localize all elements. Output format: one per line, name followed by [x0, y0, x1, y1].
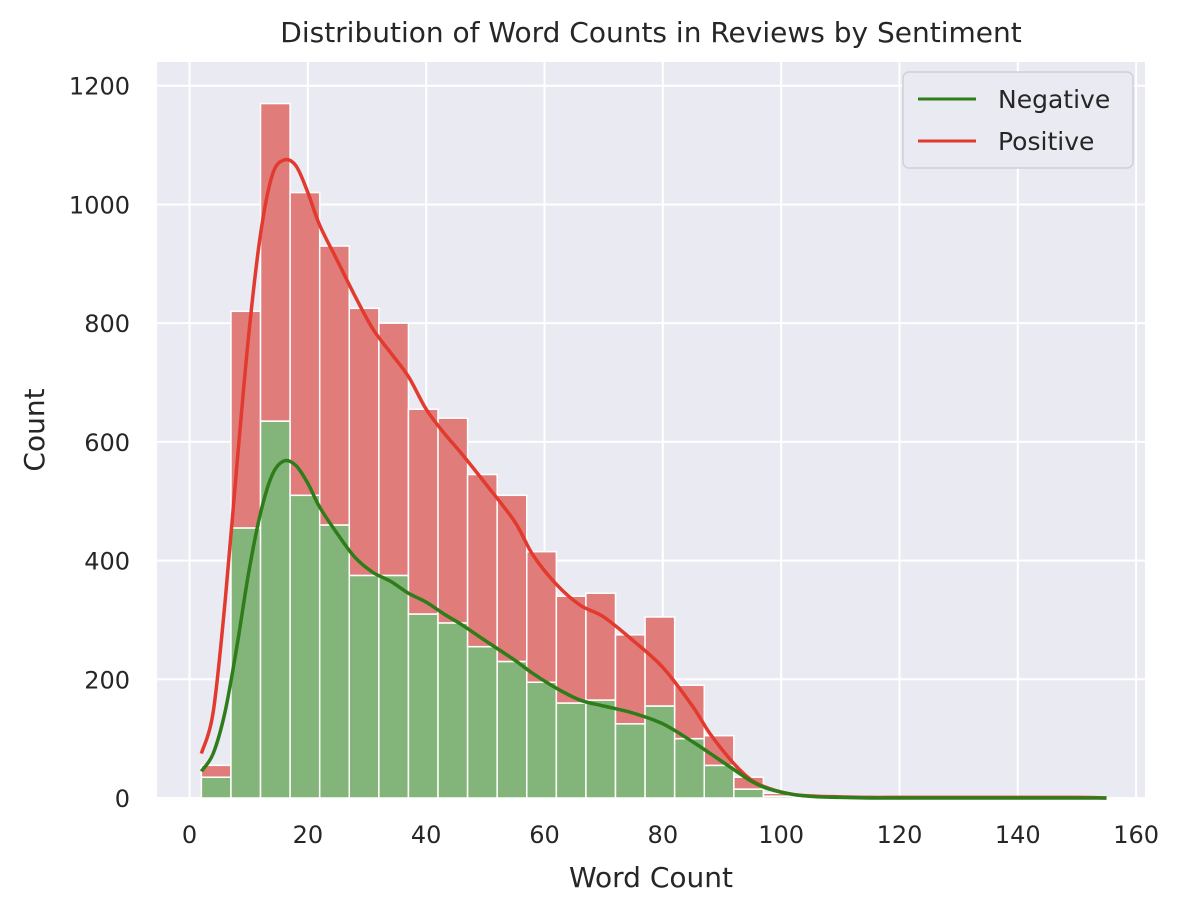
legend: Negative Positive	[902, 71, 1134, 169]
bar-positive	[673, 684, 705, 740]
x-tick-label: 160	[1113, 821, 1159, 849]
bar-positive	[526, 550, 558, 684]
y-tick-labels: 0 200 400 600 800 1000 1200	[69, 73, 130, 813]
bar-positive	[378, 322, 410, 577]
y-tick-label: 200	[84, 666, 130, 694]
x-tick-label: 80	[648, 821, 679, 849]
bar-negative	[466, 645, 498, 799]
bar-negative	[407, 613, 439, 799]
y-axis-label: Count	[18, 388, 51, 471]
bar-positive	[555, 595, 587, 704]
bar-negative	[437, 622, 469, 799]
bar-negative	[348, 574, 380, 799]
x-tick-labels: 0 20 40 60 80 100 120 140 160	[182, 821, 1159, 849]
bar-negative	[585, 699, 617, 799]
bar-negative	[318, 524, 351, 799]
bar-negative	[614, 723, 646, 799]
bar-negative	[555, 702, 587, 799]
bar-positive	[437, 417, 469, 624]
bar-negative	[230, 527, 262, 799]
bar-negative	[526, 681, 558, 799]
x-axis-label: Word Count	[569, 861, 733, 894]
legend-label-negative: Negative	[998, 85, 1110, 114]
x-tick-label: 40	[411, 821, 442, 849]
bar-negative	[289, 494, 321, 799]
y-tick-label: 400	[84, 548, 130, 576]
chart-title: Distribution of Word Counts in Reviews b…	[280, 16, 1021, 49]
bar-positive	[466, 473, 498, 648]
bar-positive	[289, 191, 321, 497]
x-tick-label: 20	[293, 821, 324, 849]
legend-label-positive: Positive	[998, 127, 1094, 156]
x-tick-label: 60	[529, 821, 560, 849]
bar-positive	[644, 616, 676, 707]
y-tick-label: 600	[84, 429, 130, 457]
x-tick-label: 120	[877, 821, 923, 849]
bar-positive	[407, 408, 439, 615]
bar-negative	[703, 764, 735, 799]
bar-negative	[200, 776, 232, 799]
x-tick-label: 0	[182, 821, 197, 849]
bar-negative	[733, 788, 765, 799]
y-tick-label: 800	[84, 310, 130, 338]
x-tick-label: 100	[758, 821, 804, 849]
legend-box	[902, 71, 1134, 169]
bar-negative	[259, 420, 291, 799]
y-tick-label: 1000	[69, 191, 130, 219]
kde-curves	[199, 157, 1107, 800]
kde-line-negative	[199, 458, 1107, 800]
bar-negative	[378, 574, 410, 799]
x-tick-label: 140	[995, 821, 1041, 849]
y-tick-label: 1200	[69, 73, 130, 101]
bar-negative	[496, 660, 528, 799]
bar-positive	[259, 102, 291, 422]
y-tick-label: 0	[115, 785, 130, 813]
bar-positive	[348, 307, 380, 577]
bar-positive	[318, 245, 351, 526]
